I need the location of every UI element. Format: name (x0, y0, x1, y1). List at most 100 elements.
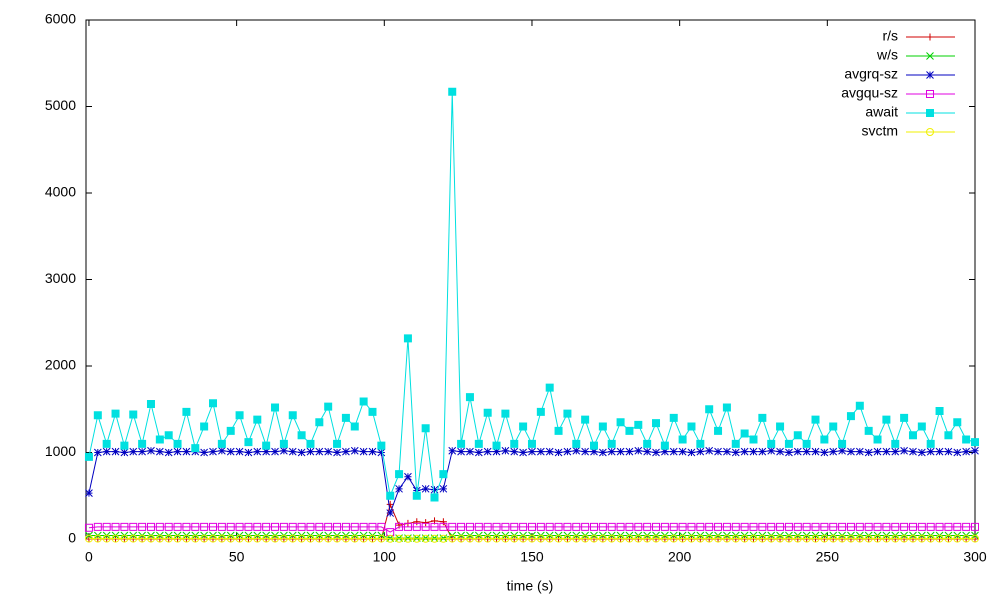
point (386, 534, 395, 543)
point (102, 534, 111, 543)
point (678, 522, 687, 531)
point (492, 447, 501, 456)
point (652, 534, 661, 543)
point (155, 534, 164, 543)
point (111, 534, 120, 543)
point (235, 411, 244, 420)
point (235, 534, 244, 543)
point (386, 509, 395, 517)
legend-marker (925, 128, 935, 136)
point (164, 522, 173, 531)
point (847, 447, 855, 456)
point (465, 393, 474, 402)
point (944, 431, 953, 440)
y-tick-label: 0 (68, 530, 76, 546)
point (492, 534, 501, 543)
point (386, 528, 395, 537)
point (776, 522, 785, 531)
point (297, 522, 306, 531)
point (820, 522, 829, 531)
point (191, 444, 200, 453)
point (519, 448, 527, 457)
point (120, 448, 129, 457)
point (678, 447, 687, 456)
point (359, 522, 368, 531)
legend-marker (926, 52, 934, 60)
point (661, 447, 669, 456)
legend-marker (926, 109, 934, 117)
point (652, 522, 661, 531)
point (731, 448, 740, 457)
point (519, 534, 528, 543)
point (271, 534, 280, 543)
point (377, 522, 386, 531)
point (669, 413, 678, 422)
point (501, 409, 510, 418)
legend-label: r/s (882, 28, 898, 44)
point (545, 447, 554, 456)
point (900, 446, 908, 455)
point (545, 383, 554, 392)
point (341, 413, 350, 422)
point (129, 410, 138, 419)
point (492, 441, 501, 450)
legend-label: avgrq-sz (844, 66, 898, 82)
point (368, 522, 377, 531)
point (333, 522, 342, 531)
point (714, 534, 723, 543)
point (341, 534, 350, 543)
point (324, 402, 333, 411)
point (324, 522, 333, 531)
point (421, 484, 430, 493)
point (395, 534, 404, 543)
point (138, 439, 147, 448)
point (554, 426, 563, 435)
series (84, 522, 979, 537)
point (590, 441, 598, 450)
point (466, 447, 474, 456)
point (333, 448, 341, 457)
point (820, 435, 829, 444)
point (111, 447, 120, 456)
point (253, 534, 262, 543)
point (793, 431, 802, 440)
point (891, 439, 900, 448)
point (625, 534, 634, 543)
point (350, 534, 359, 543)
point (209, 399, 217, 408)
point (917, 534, 926, 543)
point (669, 522, 678, 531)
point (714, 522, 723, 531)
point (643, 447, 652, 456)
point (962, 447, 970, 456)
point (855, 522, 864, 531)
point (510, 534, 519, 543)
point (838, 446, 846, 455)
point (882, 415, 891, 424)
point (439, 534, 448, 543)
point (572, 522, 581, 531)
point (439, 470, 448, 479)
point (687, 534, 696, 543)
point (350, 446, 359, 455)
point (173, 522, 182, 531)
point (209, 522, 217, 531)
point (660, 522, 669, 531)
point (501, 534, 510, 543)
point (616, 418, 625, 427)
point (182, 522, 191, 531)
point (740, 534, 749, 543)
point (634, 446, 643, 455)
point (377, 448, 386, 457)
point (714, 447, 722, 456)
point (589, 534, 599, 543)
point (324, 447, 333, 456)
point (164, 534, 173, 543)
point (802, 447, 811, 456)
point (563, 409, 572, 418)
y-tick-label: 4000 (45, 184, 76, 200)
point (359, 397, 368, 406)
point (386, 500, 394, 508)
point (581, 534, 590, 543)
point (182, 447, 191, 456)
